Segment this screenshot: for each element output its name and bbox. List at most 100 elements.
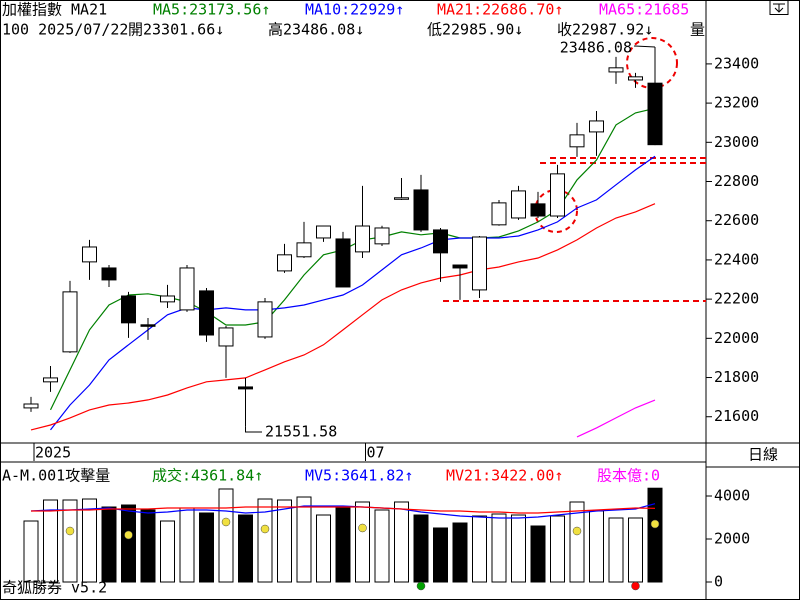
info-text: 量 <box>690 21 705 39</box>
header-text: A-M.001攻擊量 <box>2 467 110 485</box>
volume-bar <box>140 509 156 583</box>
volume-bar <box>550 515 565 583</box>
volume-bar <box>628 517 643 583</box>
volume-bar <box>62 499 78 583</box>
volume-bar <box>218 488 234 583</box>
volume-bar <box>452 522 468 583</box>
annotation-leader <box>245 426 262 433</box>
candle-body <box>374 227 390 245</box>
volume-bar <box>647 487 663 583</box>
annotation-leader <box>633 45 656 48</box>
legend-entry: MA65:21685 <box>599 1 689 19</box>
volume-bar <box>589 510 604 583</box>
signal-dot <box>572 526 582 536</box>
volume-bar <box>82 498 97 583</box>
legend-entry: MA10:22929↑ <box>305 1 404 19</box>
info-text: 低22985.90↓ <box>427 21 523 39</box>
annotation: 21551.58 <box>265 423 337 441</box>
y-tick-label: 22800 <box>714 172 759 190</box>
candle-body <box>433 229 448 254</box>
signal-dot <box>650 519 660 529</box>
candle-body <box>647 82 663 146</box>
volume-bar <box>394 501 409 583</box>
volume-bar <box>511 514 526 583</box>
volume-bar <box>179 507 195 583</box>
y-tick-label: 22200 <box>714 290 759 308</box>
candle-body <box>296 242 312 258</box>
footer: 奇狐勝券 v5.2 <box>2 579 107 597</box>
y-tick-label: 0 <box>714 573 723 591</box>
candle-body <box>335 238 351 288</box>
candle-body <box>394 197 409 200</box>
price-panel: 加權指數 MA21 MA5:23173.56↑ MA10:22929↑ MA21:22… <box>2 1 705 438</box>
y-tick-label: 22600 <box>714 211 759 229</box>
y-tick-label: 21800 <box>714 368 759 386</box>
volume-bar <box>530 525 546 583</box>
volume-bar <box>238 514 253 583</box>
candle-body <box>62 291 78 353</box>
volume-bar <box>257 498 273 583</box>
y-tick-label: 4000 <box>714 486 750 504</box>
signal-dot <box>358 523 367 533</box>
volume-bar <box>355 501 370 583</box>
candle-body <box>257 301 273 338</box>
header-text: MV5:3641.82↑ <box>305 467 413 485</box>
signal-dot <box>416 581 426 591</box>
volume-bar <box>608 517 624 583</box>
candle-body <box>452 264 468 269</box>
candle-body <box>277 254 292 272</box>
y-tick-label: 22000 <box>714 329 759 347</box>
candle-body <box>608 67 624 73</box>
volume-bar <box>296 496 312 583</box>
volume-bar <box>569 501 585 583</box>
candle-body <box>511 190 526 219</box>
volume-bar <box>101 506 117 583</box>
annotation: 23486.08 <box>560 39 632 57</box>
y-tick-label: 2000 <box>714 530 750 548</box>
signal-dot <box>221 517 231 527</box>
signal-dot <box>65 526 75 536</box>
candle-body <box>472 236 487 291</box>
mv-line <box>31 506 656 514</box>
candle-body <box>23 403 39 409</box>
candle-body <box>316 225 331 239</box>
candle-body <box>82 246 97 263</box>
legend-entry: MA5:23173.56↑ <box>153 1 270 19</box>
candle-body <box>355 225 370 253</box>
header-text: MV21:3422.00↑ <box>446 467 563 485</box>
volume-bar <box>433 527 448 583</box>
candle-body <box>530 203 546 217</box>
y-tick-label: 23000 <box>714 133 759 151</box>
volume-bar <box>277 499 292 583</box>
volume-bar <box>23 520 39 583</box>
y-tick-label: 23200 <box>714 94 759 112</box>
info-text: 100 2025/07/22 <box>2 21 128 39</box>
volume-bar <box>472 515 487 583</box>
candle-body <box>43 377 58 383</box>
header-text: 加權指數 MA21 <box>2 1 107 19</box>
x-tick-label: 07 <box>367 444 385 462</box>
volume-bar <box>160 520 175 583</box>
scroll-button[interactable] <box>769 0 789 15</box>
candle-body <box>491 202 507 226</box>
period-label: 日線 <box>748 446 778 464</box>
signal-dot <box>260 524 270 534</box>
volume-bar <box>491 513 507 583</box>
info-text: 高23486.08↓ <box>268 21 364 39</box>
x-tick-label: 2025 <box>35 444 71 462</box>
candle-body <box>550 173 565 217</box>
y-tick-label: 23400 <box>714 54 759 72</box>
header-text: 成交:4361.84↑ <box>152 467 263 485</box>
signal-dot <box>631 581 640 591</box>
candle-body <box>238 386 253 390</box>
candle-body <box>199 290 214 336</box>
info-text: 開23301.66↓ <box>128 21 224 39</box>
volume-bar <box>199 512 214 583</box>
candle-body <box>569 134 585 148</box>
header-text: 股本億:0 <box>597 467 660 485</box>
candle-body <box>218 327 234 347</box>
signal-dot <box>124 530 133 540</box>
candle-body <box>589 120 604 133</box>
mv-line <box>30 503 656 519</box>
